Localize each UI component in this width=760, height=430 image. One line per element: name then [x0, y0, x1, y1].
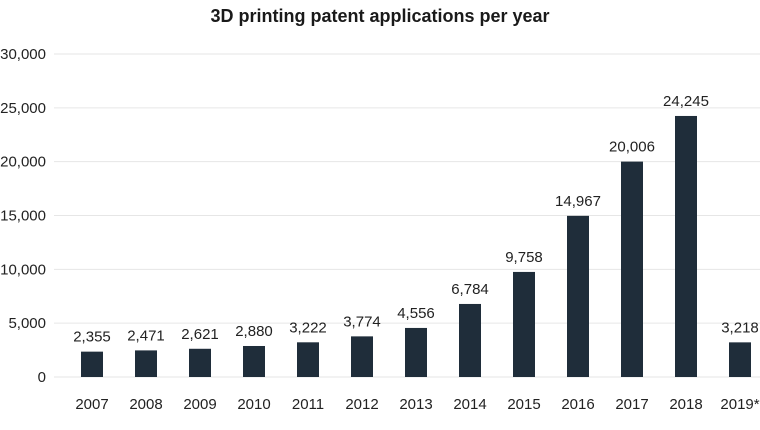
- data-label: 3,222: [289, 319, 327, 336]
- x-tick-label: 2019*: [720, 396, 759, 413]
- y-tick-label: 10,000: [0, 261, 46, 278]
- data-label: 14,967: [555, 193, 601, 210]
- bars: [81, 115, 751, 378]
- data-label: 20,006: [609, 139, 655, 156]
- x-tick-label: 2018: [669, 396, 702, 413]
- y-tick-label: 30,000: [0, 46, 46, 63]
- y-axis-tick-labels: 0 5,000 10,000 15,000 20,000 25,000 30,000: [0, 46, 46, 386]
- bar: [243, 345, 265, 377]
- chart-title: 3D printing patent applications per year: [210, 6, 550, 26]
- y-tick-label: 25,000: [0, 100, 46, 117]
- y-tick-label: 20,000: [0, 154, 46, 171]
- x-tick-label: 2016: [561, 396, 594, 413]
- bar: [675, 115, 697, 378]
- data-labels: 2,355 2,471 2,621 2,880 3,222 3,774 4,556 6,784…: [73, 93, 759, 346]
- bar: [621, 161, 643, 377]
- data-label: 24,245: [663, 93, 709, 110]
- x-tick-label: 2010: [237, 396, 270, 413]
- x-tick-label: 2007: [75, 396, 108, 413]
- y-tick-label: 15,000: [0, 208, 46, 225]
- y-tick-label: 5,000: [8, 315, 46, 332]
- data-label: 4,556: [397, 305, 435, 322]
- data-label: 2,471: [127, 327, 165, 344]
- data-label: 2,880: [235, 323, 273, 340]
- bar: [297, 342, 319, 377]
- x-tick-label: 2013: [399, 396, 432, 413]
- x-axis-tick-labels: 2007 2008 2009 2010 2011 2012 2013 2014 2015 2016…: [75, 396, 759, 413]
- data-label: 2,621: [181, 326, 219, 343]
- bar: [351, 336, 373, 377]
- bar: [81, 351, 103, 377]
- x-tick-label: 2008: [129, 396, 162, 413]
- bar: [729, 342, 751, 377]
- data-label: 3,774: [343, 313, 381, 330]
- x-tick-label: 2014: [453, 396, 486, 413]
- x-tick-label: 2012: [345, 396, 378, 413]
- y-tick-label: 0: [38, 369, 46, 386]
- data-label: 6,784: [451, 281, 489, 298]
- data-label: 2,355: [73, 329, 111, 346]
- bar: [189, 348, 211, 377]
- x-tick-label: 2017: [615, 396, 648, 413]
- x-tick-label: 2009: [183, 396, 216, 413]
- x-tick-label: 2015: [507, 396, 540, 413]
- bar: [135, 350, 157, 377]
- data-label: 9,758: [505, 249, 543, 266]
- bar: [567, 215, 589, 377]
- x-tick-label: 2011: [292, 396, 324, 413]
- bar: [459, 303, 481, 377]
- bar: [513, 271, 535, 377]
- data-label: 3,218: [721, 319, 759, 336]
- bar: [405, 327, 427, 377]
